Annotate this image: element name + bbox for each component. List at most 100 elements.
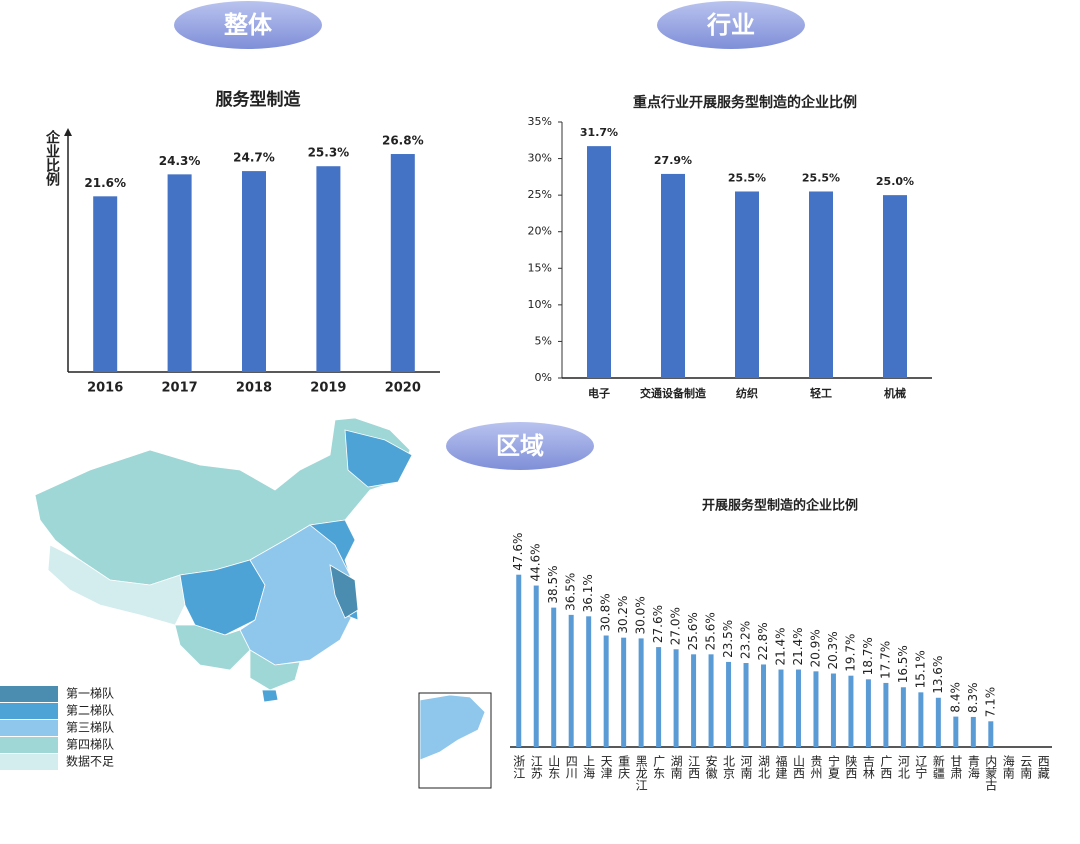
x-tick-label: 江苏 xyxy=(529,755,543,779)
section-title: 整体 xyxy=(224,11,273,39)
bar xyxy=(848,675,854,747)
data-label: 18.7% xyxy=(861,637,875,675)
bar xyxy=(795,669,801,747)
data-label: 36.1% xyxy=(581,574,595,612)
bar xyxy=(638,638,644,747)
x-tick-label: 纺织 xyxy=(736,386,758,400)
bar xyxy=(953,716,959,747)
data-label: 25.3% xyxy=(308,146,350,160)
map-region xyxy=(344,429,413,488)
x-tick-label: 甘肃 xyxy=(949,755,963,780)
legend-label: 第一梯队 xyxy=(66,686,114,701)
y-tick-label: 20% xyxy=(528,225,552,238)
bar xyxy=(167,174,192,372)
x-tick-label: 山东 xyxy=(547,755,561,779)
x-tick-label: 上海 xyxy=(582,755,596,779)
data-label: 27.9% xyxy=(654,154,692,167)
x-tick-label: 2020 xyxy=(385,381,421,396)
data-label: 21.4% xyxy=(774,627,788,665)
data-label: 15.1% xyxy=(913,650,927,688)
bar xyxy=(603,635,609,747)
data-label: 24.3% xyxy=(159,154,201,168)
legend-swatch xyxy=(0,754,58,770)
y-tick-label: 15% xyxy=(528,261,552,274)
data-label: 25.0% xyxy=(876,175,914,188)
data-label: 25.5% xyxy=(802,171,840,184)
map-region xyxy=(249,649,301,691)
legend-swatch xyxy=(0,686,58,702)
x-tick-label: 2018 xyxy=(236,381,272,396)
bar xyxy=(988,721,994,747)
y-tick-label: 10% xyxy=(528,298,552,311)
bar xyxy=(691,654,697,747)
x-tick-label: 电子 xyxy=(588,386,610,400)
data-label: 27.0% xyxy=(669,607,683,645)
x-tick-label: 内蒙古 xyxy=(984,755,998,791)
bar xyxy=(568,614,574,747)
legend-swatch xyxy=(0,737,58,753)
section-title: 区域 xyxy=(496,432,544,460)
x-tick-label: 机械 xyxy=(884,386,906,400)
x-tick-label: 北京 xyxy=(722,755,736,780)
bar xyxy=(778,669,784,747)
bar xyxy=(390,154,415,372)
data-label: 47.6% xyxy=(511,533,525,571)
legend-swatch xyxy=(0,703,58,719)
data-label: 20.9% xyxy=(808,629,822,667)
section-pill xyxy=(657,1,805,49)
data-label: 17.7% xyxy=(878,641,892,679)
bar xyxy=(93,196,118,372)
data-label: 27.6% xyxy=(651,605,665,643)
x-tick-label: 云南 xyxy=(1019,755,1033,779)
chart-title: 开展服务型制造的企业比例 xyxy=(702,498,858,514)
bar xyxy=(761,664,767,747)
y-axis-arrow xyxy=(64,128,72,136)
bar xyxy=(970,716,976,747)
data-label: 20.3% xyxy=(826,631,840,669)
bar xyxy=(673,649,679,747)
data-label: 23.5% xyxy=(721,620,735,658)
x-tick-label: 山西 xyxy=(791,755,805,779)
legend-label: 数据不足 xyxy=(66,754,114,769)
y-tick-label: 25% xyxy=(528,188,552,201)
x-tick-label: 黑龙江 xyxy=(634,755,648,791)
data-label: 25.5% xyxy=(728,171,766,184)
data-label: 19.7% xyxy=(843,634,857,672)
y-tick-label: 30% xyxy=(528,152,552,165)
bar xyxy=(935,697,941,747)
map-region xyxy=(261,689,279,703)
x-tick-label: 宁夏 xyxy=(826,754,840,779)
y-axis-label: 企业比例 xyxy=(44,129,61,187)
x-tick-label: 吉林 xyxy=(861,755,875,779)
x-tick-label: 辽宁 xyxy=(914,755,928,779)
data-label: 25.6% xyxy=(686,612,700,650)
x-tick-label: 湖北 xyxy=(757,754,771,780)
map-region xyxy=(174,624,251,671)
bar xyxy=(813,671,819,747)
bar xyxy=(316,166,341,372)
chart-title: 服务型制造 xyxy=(216,89,302,110)
legend-label: 第四梯队 xyxy=(66,737,114,752)
x-tick-label: 安徽 xyxy=(704,754,718,779)
y-tick-label: 0% xyxy=(535,371,552,384)
data-label: 21.4% xyxy=(791,627,805,665)
data-label: 38.5% xyxy=(546,566,560,604)
data-label: 30.0% xyxy=(634,596,648,634)
x-tick-label: 2019 xyxy=(310,381,346,396)
bar xyxy=(661,173,685,378)
map-region xyxy=(329,564,359,619)
legend-swatch xyxy=(0,720,58,736)
x-tick-label: 2017 xyxy=(162,381,198,396)
x-tick-label: 陕西 xyxy=(844,754,858,779)
data-label: 7.1% xyxy=(983,687,997,718)
data-label: 13.6% xyxy=(931,656,945,694)
x-tick-label: 河北 xyxy=(896,755,910,780)
x-tick-label: 新疆 xyxy=(931,754,945,779)
data-label: 8.4% xyxy=(948,682,962,713)
bar xyxy=(533,585,539,747)
bar xyxy=(516,574,522,747)
x-tick-label: 广东 xyxy=(652,755,666,779)
bar xyxy=(726,661,732,747)
